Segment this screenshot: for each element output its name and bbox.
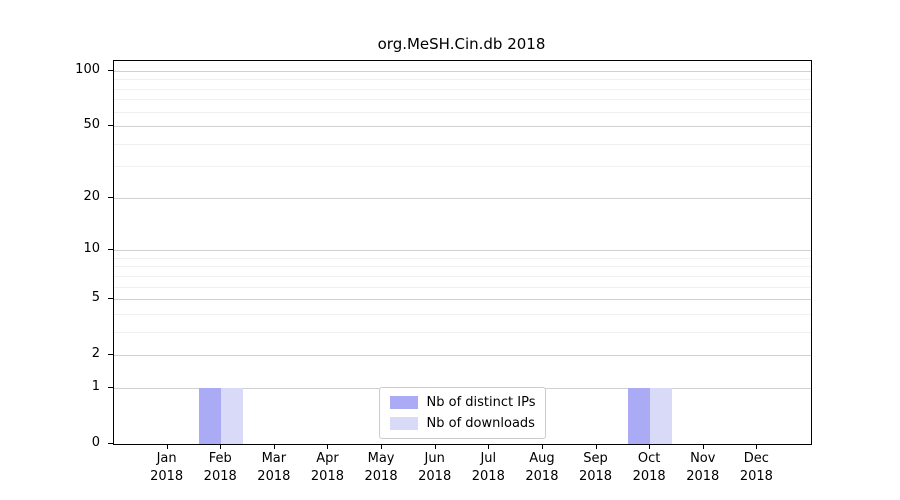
gridline-minor [114, 99, 811, 101]
x-tick-label: Aug 2018 [525, 451, 559, 484]
gridline-minor [114, 313, 811, 315]
gridline-minor [114, 111, 811, 113]
y-tick-mark [108, 196, 113, 198]
bar-downloads-feb [221, 387, 244, 444]
x-tick-mark [166, 444, 168, 449]
gridline-minor [114, 275, 811, 277]
x-tick-mark [702, 444, 704, 449]
x-tick-mark [381, 444, 383, 449]
y-tick-mark [108, 354, 113, 356]
x-tick-label: Apr 2018 [310, 451, 344, 484]
legend-label-distinct-ips: Nb of distinct IPs [426, 395, 536, 410]
legend: Nb of distinct IPs Nb of downloads [378, 387, 547, 439]
x-tick-mark [220, 444, 222, 449]
y-tick-mark [108, 249, 113, 251]
x-tick-mark [595, 444, 597, 449]
gridline-major [114, 299, 811, 301]
x-tick-label: Sep 2018 [578, 451, 613, 484]
gridline-minor [114, 79, 811, 81]
x-tick-label: Feb 2018 [203, 451, 237, 484]
y-tick-mark [108, 70, 113, 71]
gridline-minor [114, 266, 811, 268]
x-tick-label: Oct 2018 [632, 451, 666, 484]
y-tick-label: 100 [75, 62, 100, 77]
x-tick-label: Mar 2018 [257, 451, 291, 484]
legend-swatch-distinct-ips [389, 396, 418, 409]
legend-item-distinct-ips: Nb of distinct IPs [389, 394, 536, 411]
x-tick-label: Nov 2018 [686, 451, 720, 484]
x-tick-label: Jun 2018 [418, 451, 452, 484]
bar-distinct-ips-oct [628, 387, 651, 444]
gridline-minor [114, 331, 811, 333]
gridline-major [114, 126, 811, 128]
y-tick-label: 1 [91, 378, 100, 394]
gridline-major [114, 197, 811, 199]
plot-area: Nb of distinct IPs Nb of downloads [113, 60, 812, 445]
y-tick-label: 20 [83, 188, 100, 204]
x-tick-mark [273, 444, 275, 449]
x-tick-mark [488, 444, 490, 449]
y-tick-label: 50 [83, 117, 100, 133]
x-tick-mark [541, 444, 543, 449]
y-tick-mark [108, 443, 113, 444]
y-tick-label: 5 [91, 290, 100, 306]
y-tick-mark [108, 125, 113, 127]
bar-distinct-ips-feb [199, 387, 222, 444]
x-tick-mark [756, 444, 758, 449]
x-tick-label: May 2018 [364, 451, 398, 484]
y-tick-mark [108, 386, 113, 388]
gridline-minor [114, 166, 811, 168]
gridline-minor [114, 257, 811, 259]
gridline-major [114, 355, 811, 357]
legend-label-downloads: Nb of downloads [426, 416, 535, 431]
y-tick-mark [108, 298, 113, 300]
x-tick-mark [434, 444, 436, 449]
gridline-major [114, 71, 811, 72]
x-tick-mark [327, 444, 329, 449]
gridline-major [114, 250, 811, 252]
x-tick-mark [649, 444, 651, 449]
gridline-minor [114, 88, 811, 90]
y-tick-label: 2 [91, 346, 100, 362]
legend-item-downloads: Nb of downloads [389, 415, 536, 432]
chart-title: org.MeSH.Cin.db 2018 [377, 35, 546, 53]
gridline-minor [114, 286, 811, 288]
x-tick-label: Jul 2018 [471, 451, 505, 484]
gridline-minor [114, 143, 811, 145]
y-tick-label: 10 [83, 241, 100, 257]
bar-downloads-oct [650, 387, 673, 444]
legend-swatch-downloads [389, 417, 418, 430]
x-tick-label: Dec 2018 [739, 451, 773, 484]
y-tick-label: 0 [91, 435, 100, 450]
x-tick-label: Jan 2018 [150, 451, 184, 484]
